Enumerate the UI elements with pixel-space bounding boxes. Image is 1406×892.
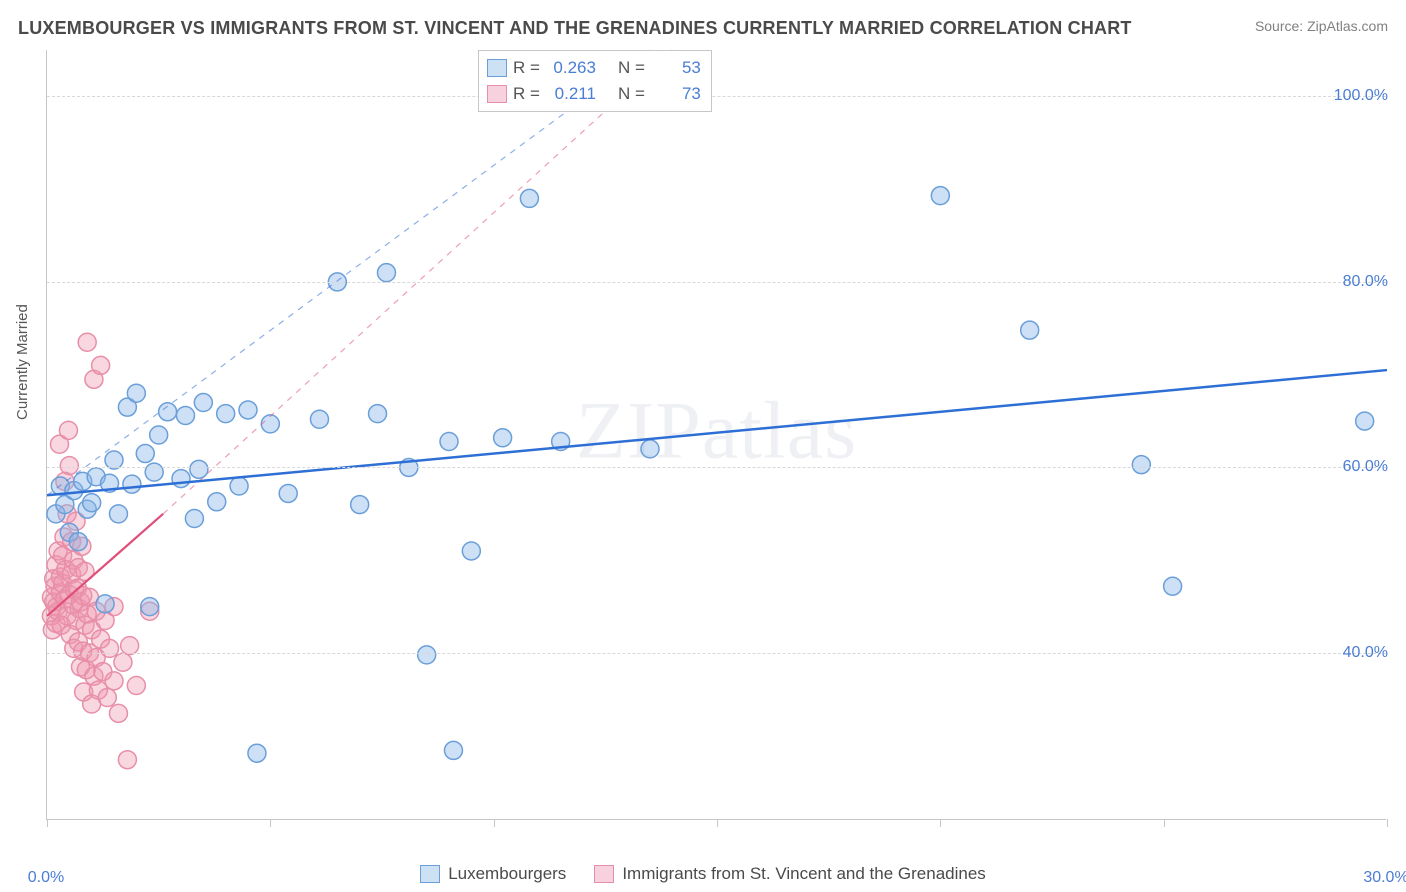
y-tick-label: 40.0% — [1343, 644, 1388, 662]
data-point — [190, 460, 208, 478]
data-point — [310, 410, 328, 428]
y-tick-label: 80.0% — [1343, 273, 1388, 291]
data-point — [123, 475, 141, 493]
data-point — [641, 440, 659, 458]
data-point — [377, 264, 395, 282]
data-point — [369, 405, 387, 423]
gridline — [47, 467, 1386, 468]
y-tick-label: 100.0% — [1334, 87, 1388, 105]
scatter-svg — [47, 50, 1386, 819]
data-point — [60, 457, 78, 475]
chart-source: Source: ZipAtlas.com — [1255, 18, 1388, 34]
data-point — [150, 426, 168, 444]
data-point — [1132, 456, 1150, 474]
y-tick-label: 60.0% — [1343, 458, 1388, 476]
chart-title: LUXEMBOURGER VS IMMIGRANTS FROM ST. VINC… — [18, 18, 1132, 39]
x-tick — [1387, 819, 1388, 827]
data-point — [109, 505, 127, 523]
stats-row-series-2: R = 0.211 N = 73 — [487, 81, 701, 107]
plot-area: ZIPatlas — [46, 50, 1386, 820]
data-point — [105, 672, 123, 690]
data-point — [444, 741, 462, 759]
data-point — [176, 407, 194, 425]
stats-row-series-1: R = 0.263 N = 53 — [487, 55, 701, 81]
x-tick — [1164, 819, 1165, 827]
gridline — [47, 282, 1386, 283]
legend-item-series-2: Immigrants from St. Vincent and the Gren… — [594, 864, 985, 884]
trend-line — [47, 370, 1387, 495]
data-point — [127, 384, 145, 402]
data-point — [440, 432, 458, 450]
gridline — [47, 96, 1386, 97]
data-point — [105, 451, 123, 469]
swatch-series-1 — [487, 59, 507, 77]
data-point — [520, 189, 538, 207]
data-point — [92, 356, 110, 374]
legend-item-series-1: Luxembourgers — [420, 864, 566, 884]
x-tick — [717, 819, 718, 827]
trend-line-extension — [47, 50, 650, 495]
data-point — [101, 639, 119, 657]
data-point — [141, 598, 159, 616]
data-point — [114, 653, 132, 671]
data-point — [59, 421, 77, 439]
chart-header: LUXEMBOURGER VS IMMIGRANTS FROM ST. VINC… — [18, 18, 1388, 39]
gridline — [47, 653, 1386, 654]
data-point — [1021, 321, 1039, 339]
data-point — [279, 484, 297, 502]
data-point — [418, 646, 436, 664]
data-point — [136, 445, 154, 463]
data-point — [351, 496, 369, 514]
data-point — [145, 463, 163, 481]
x-tick — [940, 819, 941, 827]
n-label-2: N = — [618, 84, 645, 104]
r-label: R = — [513, 58, 540, 78]
data-point — [96, 595, 114, 613]
n-value-series-1: 53 — [651, 58, 701, 78]
swatch-series-2 — [487, 85, 507, 103]
data-point — [78, 333, 96, 351]
bottom-legend: Luxembourgers Immigrants from St. Vincen… — [0, 864, 1406, 884]
x-tick — [47, 819, 48, 827]
data-point — [230, 477, 248, 495]
r-value-series-2: 0.211 — [546, 84, 596, 104]
data-point — [83, 494, 101, 512]
y-axis-label: Currently Married — [14, 304, 31, 420]
legend-label-2: Immigrants from St. Vincent and the Gren… — [622, 864, 985, 884]
data-point — [1356, 412, 1374, 430]
x-tick — [270, 819, 271, 827]
legend-swatch-1 — [420, 865, 440, 883]
x-tick — [494, 819, 495, 827]
data-point — [185, 509, 203, 527]
data-point — [261, 415, 279, 433]
data-point — [194, 394, 212, 412]
legend-swatch-2 — [594, 865, 614, 883]
data-point — [494, 429, 512, 447]
data-point — [248, 744, 266, 762]
data-point — [159, 403, 177, 421]
stats-legend-box: R = 0.263 N = 53 R = 0.211 N = 73 — [478, 50, 712, 112]
data-point — [462, 542, 480, 560]
data-point — [239, 401, 257, 419]
data-point — [172, 470, 190, 488]
data-point — [208, 493, 226, 511]
r-label-2: R = — [513, 84, 540, 104]
data-point — [69, 533, 87, 551]
data-point — [127, 676, 145, 694]
data-point — [931, 187, 949, 205]
data-point — [118, 751, 136, 769]
data-point — [109, 704, 127, 722]
r-value-series-1: 0.263 — [546, 58, 596, 78]
data-point — [98, 689, 116, 707]
data-point — [217, 405, 235, 423]
n-label: N = — [618, 58, 645, 78]
legend-label-1: Luxembourgers — [448, 864, 566, 884]
data-point — [1164, 577, 1182, 595]
n-value-series-2: 73 — [651, 84, 701, 104]
data-point — [121, 637, 139, 655]
